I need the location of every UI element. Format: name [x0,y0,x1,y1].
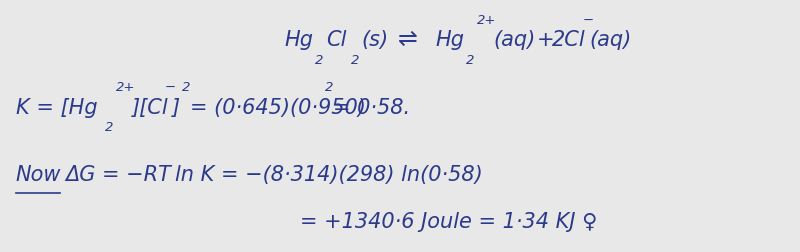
Text: Cl: Cl [326,30,346,50]
Text: −: − [582,14,594,27]
Text: (aq): (aq) [494,30,535,50]
Text: (s): (s) [362,30,389,50]
Text: 2: 2 [350,54,359,67]
Text: ]: ] [172,98,180,117]
Text: = (0·645)(0·950): = (0·645)(0·950) [190,98,366,117]
Text: Now: Now [16,165,62,185]
Text: 2Cl: 2Cl [551,30,585,50]
Text: 2: 2 [182,81,190,94]
Text: −: − [165,81,176,94]
Text: 2: 2 [314,54,323,67]
Text: = 0·58.: = 0·58. [333,98,410,117]
Text: K = [Hg: K = [Hg [16,98,98,117]
Text: 2+: 2+ [116,81,136,94]
Text: ΔG = −RT ln K = −(8·314)(298) ln(0·58): ΔG = −RT ln K = −(8·314)(298) ln(0·58) [65,165,483,185]
Text: = +1340·6 Joule = 1·34 KJ ♀: = +1340·6 Joule = 1·34 KJ ♀ [300,212,598,232]
Text: 2: 2 [466,54,474,67]
Text: ][Cl: ][Cl [131,98,168,117]
Text: 2: 2 [325,81,334,94]
Text: (aq): (aq) [590,30,632,50]
Text: Hg: Hg [436,30,465,50]
Text: Hg: Hg [285,30,314,50]
Text: 2+: 2+ [478,14,497,27]
Text: ⇌: ⇌ [398,27,418,51]
Text: 2: 2 [105,121,114,134]
Text: +: + [537,30,554,50]
